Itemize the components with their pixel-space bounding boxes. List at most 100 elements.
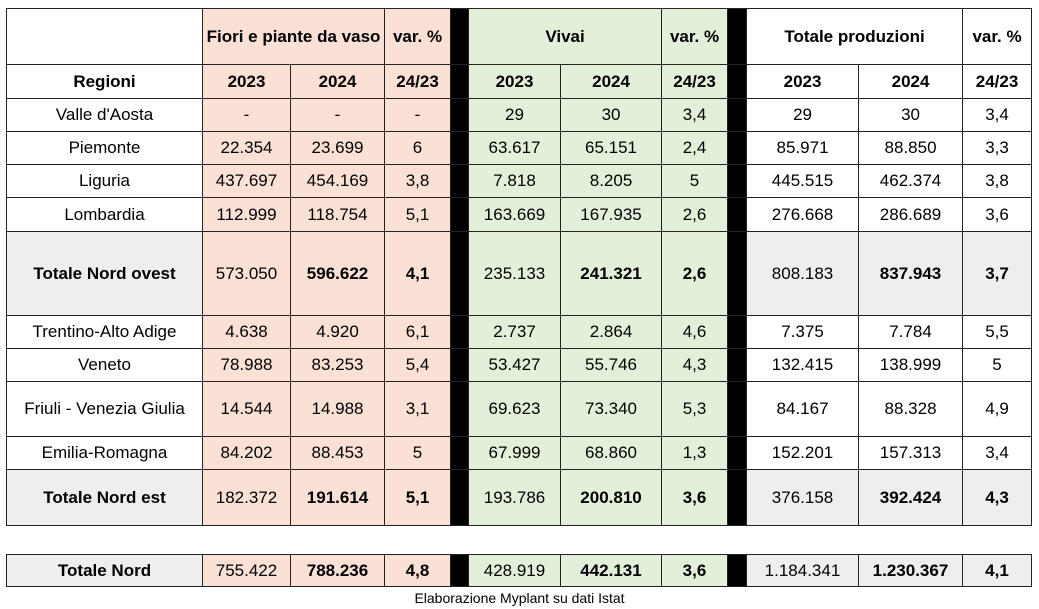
value-cell: - [202,98,291,132]
value-cell: 68.860 [560,436,663,470]
value-cell: 445.515 [746,164,860,198]
value-cell: 2.864 [560,315,663,349]
region-name: Lombardia [6,197,203,232]
value-cell: 55.746 [560,348,663,382]
header-var-totale: var. % [962,8,1033,65]
value-cell: 84.202 [202,436,291,470]
value-cell: 88.328 [858,381,964,437]
separator-column [727,8,748,65]
value-cell: 4,3 [661,348,729,382]
value-cell: 2,4 [661,131,729,165]
separator-column [450,98,470,132]
separator-column [727,98,748,132]
value-cell: 3,8 [962,164,1033,198]
value-cell: 3,1 [384,381,452,437]
header-year-2023: 2023 [746,64,860,99]
region-name: Emilia-Romagna [6,436,203,470]
separator-column [450,469,470,526]
value-cell: 200.810 [560,469,663,526]
region-row: Liguria 437.697 454.169 3,8 7.818 8.205 5 445.5… [6,164,1033,198]
value-cell: 4,9 [962,381,1033,437]
value-cell: 138.999 [858,348,964,382]
value-cell: 3,4 [661,98,729,132]
value-cell: 5,5 [962,315,1033,349]
total-label: Totale Nord [6,554,203,587]
value-cell: 437.697 [202,164,291,198]
value-cell: 2,6 [661,231,729,316]
year-header-row: Regioni 2023 2024 24/23 2023 2024 24/23 … [6,64,1033,99]
region-row: Friuli - Venezia Giulia 14.544 14.988 3,1 69… [6,381,1033,437]
value-cell: 4.920 [289,315,386,349]
empty-corner-cell [6,8,203,65]
value-cell: 4,6 [661,315,729,349]
value-cell: 157.313 [858,436,964,470]
value-cell: 286.689 [858,197,964,232]
value-cell: 23.699 [289,131,386,165]
value-cell: 596.622 [289,231,386,316]
separator-column [450,197,470,232]
value-cell: 4.638 [202,315,291,349]
separator-column [727,436,748,470]
separator-column [727,64,748,99]
source-caption: Elaborazione Myplant su dati Istat [414,590,625,606]
value-cell: 65.151 [560,131,663,165]
header-var-vivai: var. % [661,8,729,65]
value-cell: 3,4 [962,98,1033,132]
header-year-2024: 2024 [289,64,386,99]
separator-column [727,197,748,232]
region-name: Valle d'Aosta [6,98,203,132]
total-cell: 1.184.341 [746,554,859,587]
region-name: Totale Nord est [6,469,203,526]
value-cell: 63.617 [468,131,562,165]
total-nord-table: Totale Nord 755.422 788.236 4,8 428.919 … [6,554,1032,587]
value-cell: 132.415 [746,348,860,382]
value-cell: 7.818 [468,164,562,198]
separator-column [727,315,748,349]
value-cell: 29 [468,98,562,132]
value-cell: 5,3 [661,381,729,437]
region-row: Veneto 78.988 83.253 5,4 53.427 55.746 4,3 132.… [6,348,1033,382]
value-cell: 14.544 [202,381,291,437]
value-cell: 5 [384,436,452,470]
header-var-24-23: 24/23 [661,64,729,99]
separator-column [450,231,470,316]
subtotal-row: Totale Nord ovest 573.050 596.622 4,1 235.13… [6,231,1033,316]
total-cell: 428.919 [468,554,561,587]
separator-column [727,348,748,382]
subtotal-row: Totale Nord est 182.372 191.614 5,1 193.786 2… [6,469,1033,526]
region-row: Trentino-Alto Adige 4.638 4.920 6,1 2.737 2.8… [6,315,1033,349]
value-cell: 14.988 [289,381,386,437]
value-cell: 8.205 [560,164,663,198]
value-cell: 167.935 [560,197,663,232]
value-cell: 5 [661,164,729,198]
region-row: Piemonte 22.354 23.699 6 63.617 65.151 2,4 85.9… [6,131,1033,165]
total-cell: 4,1 [962,554,1032,587]
separator-column [450,64,470,99]
value-cell: 462.374 [858,164,964,198]
value-cell: 837.943 [858,231,964,316]
value-cell: 67.999 [468,436,562,470]
region-name: Friuli - Venezia Giulia [6,381,203,437]
header-var-fiori: var. % [384,8,452,65]
separator-column [727,381,748,437]
separator-column [450,436,470,470]
total-cell: 1.230.367 [858,554,963,587]
header-year-2023: 2023 [202,64,291,99]
value-cell: 193.786 [468,469,562,526]
value-cell: 84.167 [746,381,860,437]
total-cell: 755.422 [202,554,291,587]
region-name: Piemonte [6,131,203,165]
total-cell: 788.236 [290,554,385,587]
separator-column [727,469,748,526]
separator-column [727,231,748,316]
value-cell: 22.354 [202,131,291,165]
header-year-2024: 2024 [560,64,663,99]
value-cell: 30 [858,98,964,132]
value-cell: 573.050 [202,231,291,316]
header-year-2024: 2024 [858,64,964,99]
value-cell: 83.253 [289,348,386,382]
value-cell: 85.971 [746,131,860,165]
region-name: Trentino-Alto Adige [6,315,203,349]
separator-column [450,315,470,349]
value-cell: 29 [746,98,860,132]
